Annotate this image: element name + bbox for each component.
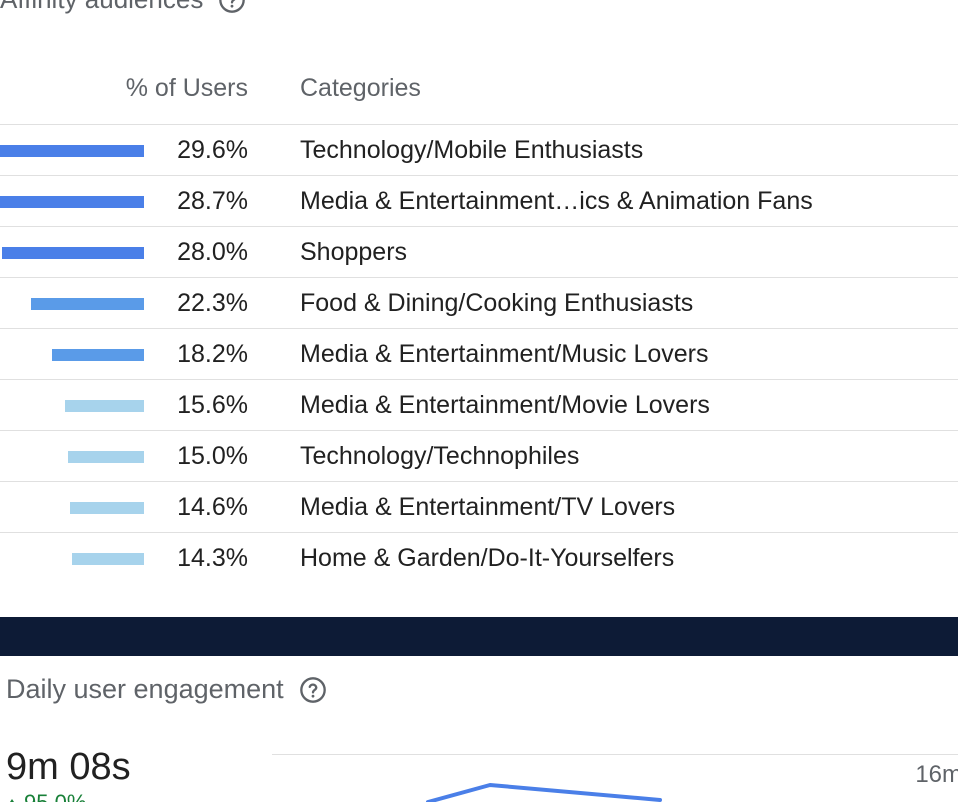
column-header-categories[interactable]: Categories	[300, 74, 421, 102]
table-row[interactable]: 28.0% Shoppers	[0, 226, 958, 277]
percent-bar	[2, 247, 144, 259]
category-label[interactable]: Technology/Technophiles	[300, 442, 580, 470]
percent-value: 14.3%	[177, 544, 248, 572]
percent-value: 22.3%	[177, 289, 248, 317]
percent-bar	[31, 298, 144, 310]
table-row[interactable]: 29.6% Technology/Mobile Enthusiasts	[0, 124, 958, 175]
table-row[interactable]: 14.3% Home & Garden/Do-It-Yourselfers	[0, 532, 958, 583]
affinity-table: 29.6% Technology/Mobile Enthusiasts 28.7% M…	[0, 124, 958, 583]
table-row[interactable]: 15.0% Technology/Technophiles	[0, 430, 958, 481]
affinity-title-text: Affinity audiences	[0, 0, 203, 15]
percent-bar	[0, 145, 144, 157]
table-row[interactable]: 15.6% Media & Entertainment/Movie Lovers	[0, 379, 958, 430]
table-row[interactable]: 22.3% Food & Dining/Cooking Enthusiasts	[0, 277, 958, 328]
engagement-series-line	[426, 783, 662, 802]
category-label[interactable]: Media & Entertainment…ics & Animation Fa…	[300, 187, 813, 215]
affinity-card-title: Affinity audiences	[0, 0, 247, 15]
percent-value: 28.0%	[177, 238, 248, 266]
y-axis-max-label: 16m	[911, 761, 958, 789]
percent-value: 28.7%	[177, 187, 248, 215]
percent-bar	[65, 400, 144, 412]
category-label[interactable]: Shoppers	[300, 238, 408, 266]
category-label[interactable]: Media & Entertainment/TV Lovers	[300, 493, 676, 521]
percent-value: 15.0%	[177, 442, 248, 470]
table-row[interactable]: 14.6% Media & Entertainment/TV Lovers	[0, 481, 958, 532]
percent-value: 29.6%	[177, 136, 248, 164]
chart-gridline	[272, 754, 958, 755]
table-row[interactable]: 18.2% Media & Entertainment/Music Lovers	[0, 328, 958, 379]
engagement-line-chart	[426, 783, 662, 802]
column-header-users[interactable]: % of Users	[125, 74, 248, 102]
engagement-delta-text: 95.0%	[24, 790, 86, 802]
help-icon[interactable]	[217, 0, 247, 15]
table-row[interactable]: 28.7% Media & Entertainment…ics & Animati…	[0, 175, 958, 226]
arrow-up-icon	[6, 798, 18, 802]
category-label[interactable]: Technology/Mobile Enthusiasts	[300, 136, 644, 164]
percent-bar	[72, 553, 144, 565]
category-label[interactable]: Home & Garden/Do-It-Yourselfers	[300, 544, 675, 572]
engagement-card-title: Daily user engagement	[6, 674, 328, 705]
help-icon[interactable]	[298, 675, 328, 705]
engagement-delta: 95.0%	[6, 790, 86, 802]
category-label[interactable]: Food & Dining/Cooking Enthusiasts	[300, 289, 694, 317]
section-divider-band	[0, 617, 958, 656]
percent-value: 18.2%	[177, 340, 248, 368]
percent-value: 14.6%	[177, 493, 248, 521]
percent-bar	[68, 451, 144, 463]
category-label[interactable]: Media & Entertainment/Movie Lovers	[300, 391, 710, 419]
percent-value: 15.6%	[177, 391, 248, 419]
category-label[interactable]: Media & Entertainment/Music Lovers	[300, 340, 709, 368]
percent-bar	[52, 349, 144, 361]
percent-bar	[0, 196, 144, 208]
engagement-title-text: Daily user engagement	[6, 674, 284, 704]
engagement-value: 9m 08s	[6, 746, 131, 788]
affinity-audiences-card: Affinity audiences % of Users Categories…	[0, 0, 958, 583]
percent-bar	[70, 502, 144, 514]
daily-engagement-card: Daily user engagement 9m 08s 95.0% 16m	[0, 656, 958, 802]
